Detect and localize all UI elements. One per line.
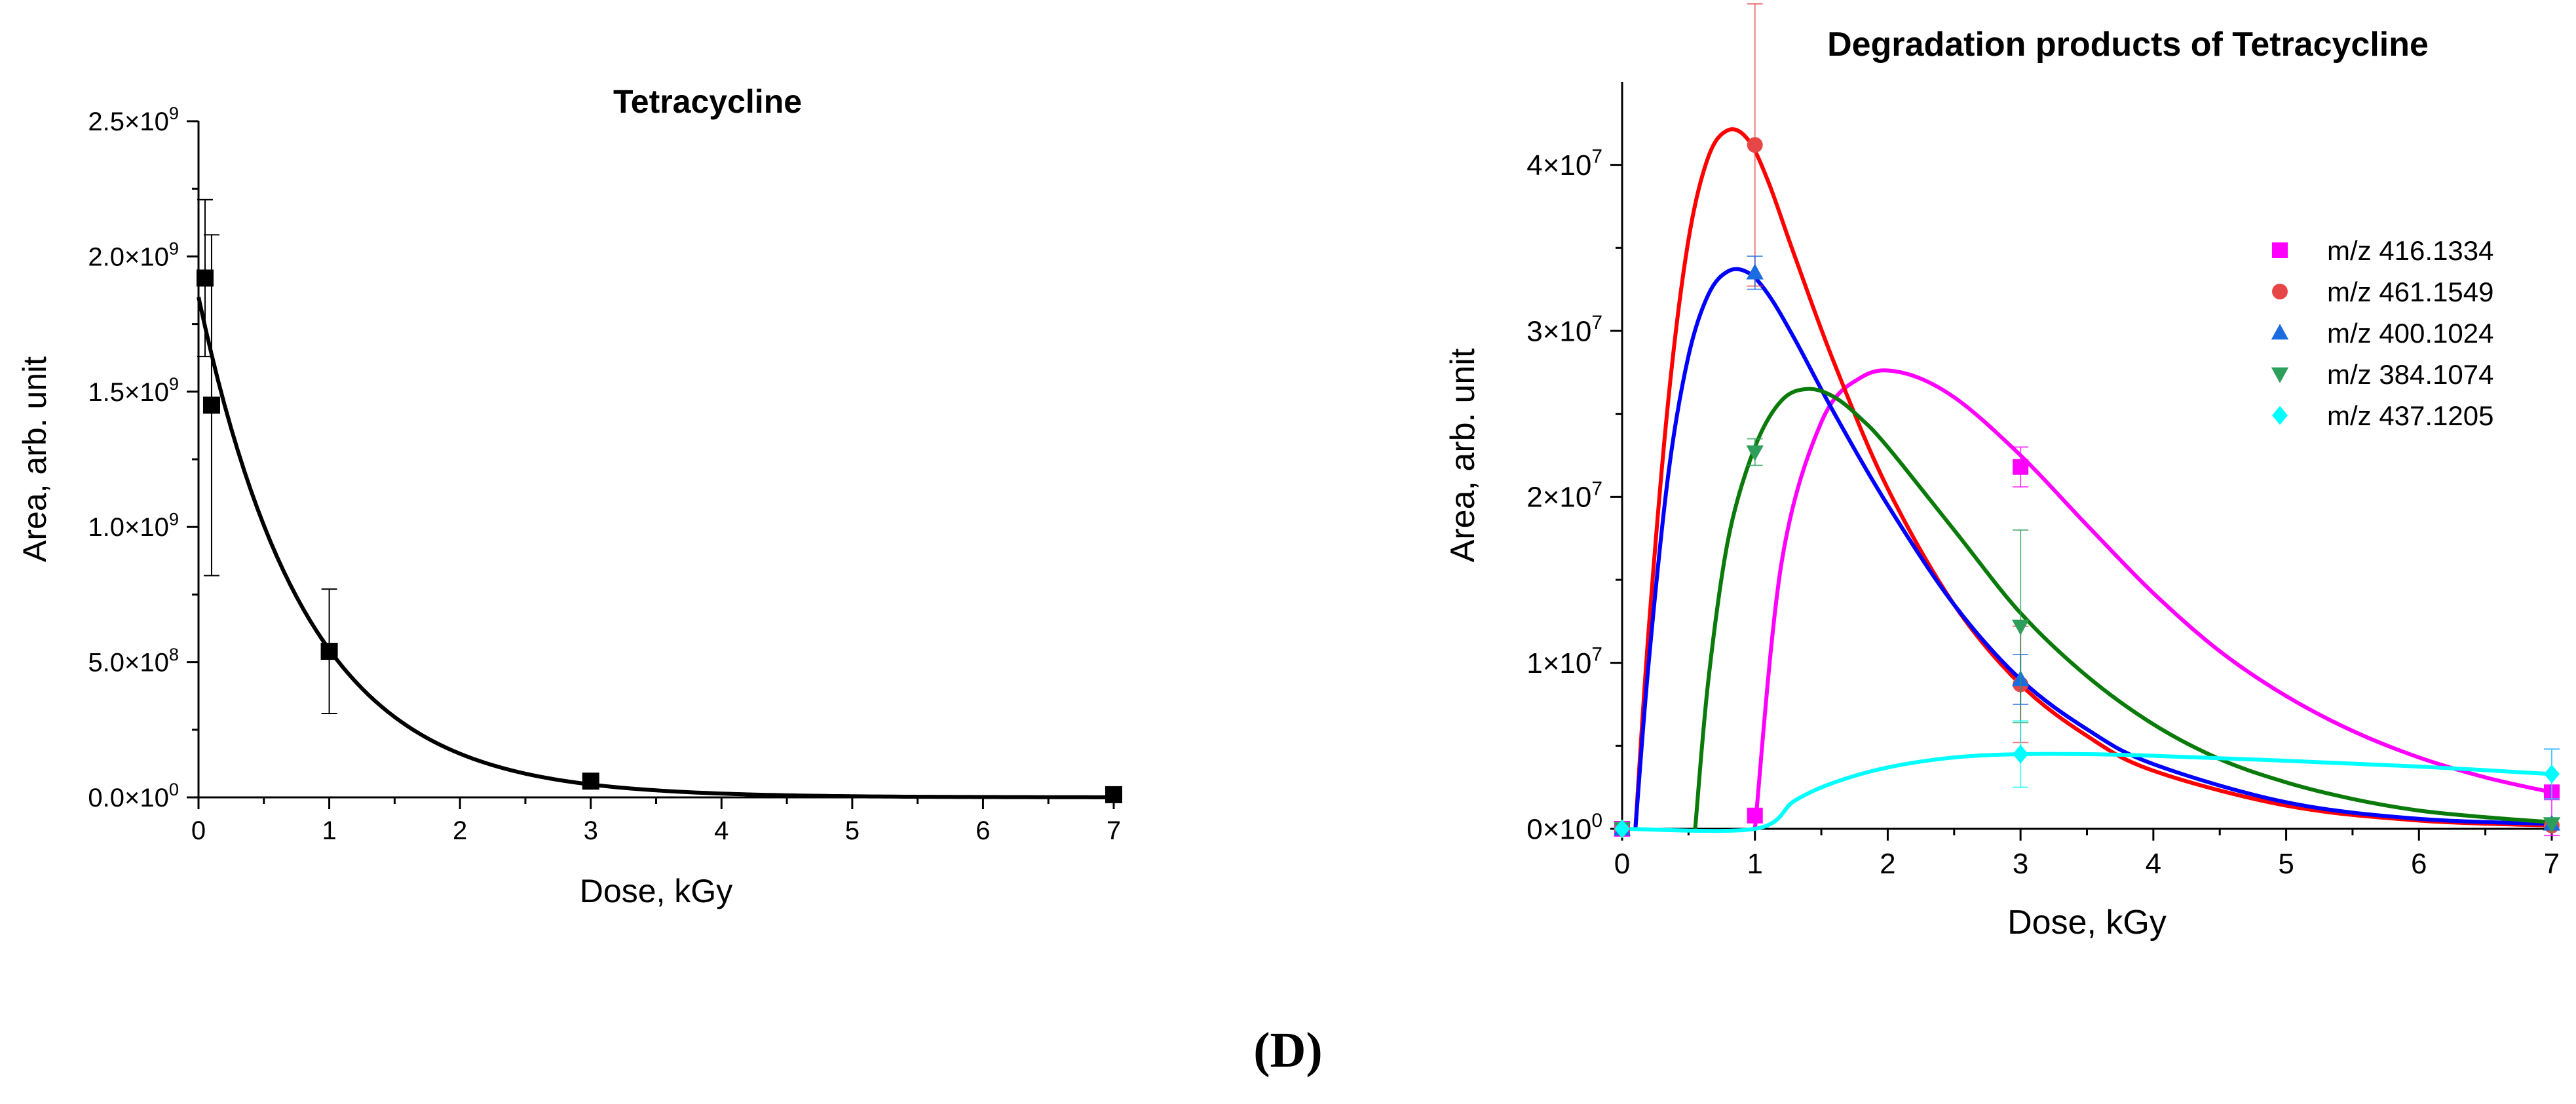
y-tick-label: 0.0×100 [88, 779, 179, 812]
data-point [202, 396, 220, 414]
y-tick-label: 2.5×109 [88, 103, 179, 136]
y-tick-label: 5.0×108 [88, 644, 179, 677]
x-tick-label: 7 [2544, 848, 2560, 880]
axes: 0 1 2 3 4 5 6 7 0×100 1×107 2×107 3×107 4×107 [1526, 82, 2560, 880]
data-point [1105, 786, 1122, 803]
data-point [1747, 807, 1763, 824]
data-point [1746, 445, 1764, 461]
data-point [2011, 619, 2030, 636]
x-axis-label: Dose, kGy [580, 873, 732, 909]
x-tick-label: 3 [584, 816, 598, 845]
x-tick-label: 4 [714, 816, 729, 845]
x-tick-label: 6 [975, 816, 990, 845]
series-curve-m-z-416-1334 [1752, 368, 2552, 829]
data-point [582, 772, 599, 790]
legend-marker [2272, 284, 2288, 299]
legend-label: m/z 437.1205 [2327, 400, 2494, 431]
x-tick-label: 5 [2278, 848, 2294, 880]
x-tick-label: 0 [191, 816, 206, 845]
y-axis-label: Area, arb. unit [16, 356, 53, 562]
legend-label: m/z 384.1074 [2327, 359, 2494, 390]
series-curve-m-z-400-1024 [1633, 267, 2552, 829]
x-tick-label: 0 [1614, 848, 1630, 880]
legend-label: m/z 416.1334 [2327, 235, 2494, 266]
series-curve-m-z-384-1074 [1693, 387, 2552, 829]
y-tick-label: 3×107 [1526, 312, 1602, 347]
y-tick-label: 2.0×109 [88, 238, 179, 272]
legend-label: m/z 461.1549 [2327, 276, 2494, 307]
data-point [2544, 765, 2560, 784]
x-axis-label: Dose, kGy [2007, 904, 2167, 942]
data-point [1746, 263, 1764, 280]
y-tick-label: 2×107 [1526, 478, 1602, 513]
data-point [2543, 817, 2561, 833]
data-point [196, 269, 214, 287]
series-curve-m-z-461-1549 [1633, 127, 2552, 829]
series-curve-tetracycline [197, 296, 1114, 799]
y-axis-label: Area, arb. unit [1444, 348, 1482, 562]
chart-degradation-products: Degradation products of Tetracycline Dos… [1444, 3, 2561, 942]
data-point [2013, 744, 2029, 764]
x-tick-label: 1 [1747, 848, 1762, 880]
legend-marker [2272, 242, 2288, 258]
y-tick-label: 1.0×109 [88, 508, 179, 542]
x-tick-label: 3 [2013, 848, 2028, 880]
x-tick-label: 2 [1880, 848, 1895, 880]
y-tick-label: 1.5×109 [88, 373, 179, 407]
legend-marker [2272, 406, 2288, 425]
legend-marker [2271, 324, 2289, 340]
x-tick-label: 1 [322, 816, 336, 845]
x-tick-label: 7 [1107, 816, 1121, 845]
data-point [1614, 819, 1630, 839]
data-point [1747, 137, 1763, 153]
legend-label: m/z 400.1024 [2327, 318, 2494, 349]
axes: 0 1 2 3 4 5 6 7 0.0×100 5.0×108 1.0×109 1.5×109 2.0×… [88, 103, 1121, 845]
x-tick-label: 5 [845, 816, 860, 845]
y-tick-label: 0×100 [1526, 810, 1602, 845]
data-point [320, 643, 338, 660]
x-tick-label: 4 [2146, 848, 2161, 880]
legend: m/z 416.1334 m/z 461.1549 m/z 400.1024 m/z … [2271, 235, 2494, 431]
x-tick-label: 6 [2411, 848, 2427, 880]
y-tick-label: 1×107 [1526, 644, 1602, 679]
chart-tetracycline: Tetracycline Dose, kGy Area, arb. unit 0… [16, 83, 1122, 909]
chart-title: Tetracycline [613, 83, 802, 120]
y-tick-label: 4×107 [1526, 146, 1602, 181]
x-tick-label: 2 [453, 816, 467, 845]
panel-label: (D) [1253, 1023, 1323, 1078]
legend-marker [2271, 367, 2289, 383]
chart-title: Degradation products of Tetracycline [1827, 26, 2429, 64]
data-point [2013, 459, 2029, 475]
